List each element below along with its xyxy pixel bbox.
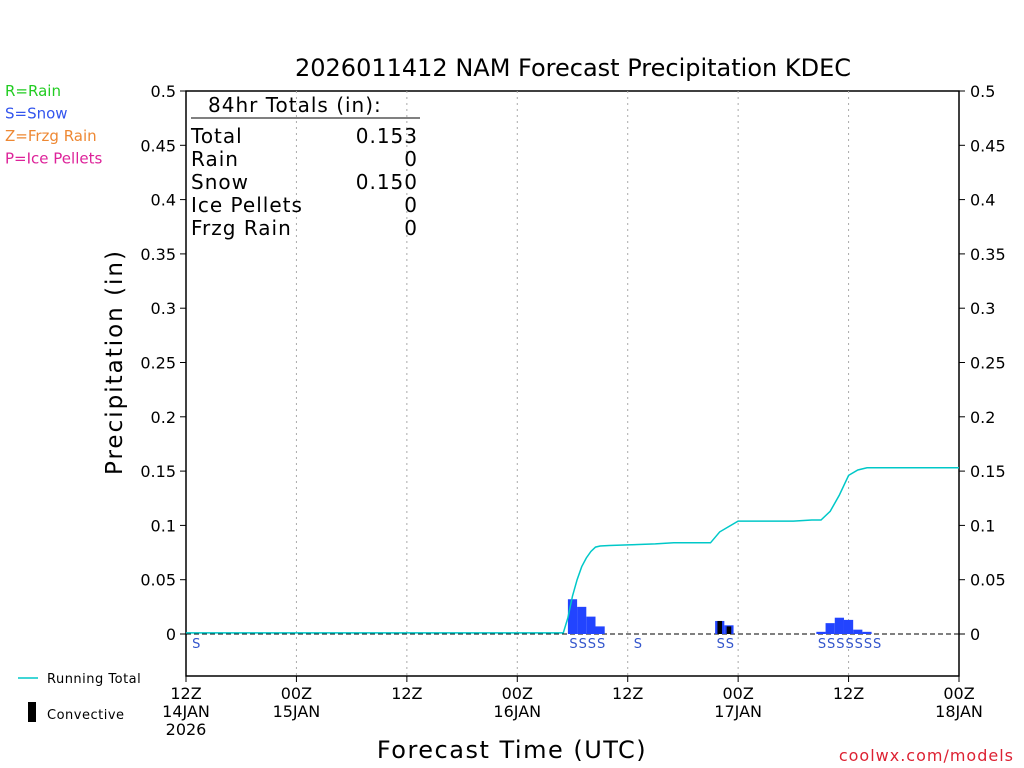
totals-value: 0.153 <box>356 124 418 148</box>
y-tick-label: 0.4 <box>970 191 995 210</box>
convective-bar <box>726 626 732 634</box>
y-tick-label: 0.35 <box>140 245 176 264</box>
right-y-axis: 0 0.05 0.1 0.15 0.2 0.25 0.3 0.35 0.4 0.45 0.5 <box>959 82 1006 644</box>
y-tick-label: 0.4 <box>151 191 176 210</box>
ptype-legend-item: P=Ice Pellets <box>5 150 102 168</box>
totals-label: Total <box>190 124 243 148</box>
left-y-axis: 0 0.05 0.1 0.15 0.2 0.25 0.3 0.35 0.4 0.45 0.5 <box>140 82 186 644</box>
ptype-marker: S <box>597 637 605 652</box>
y-tick-label: 0.45 <box>970 136 1006 155</box>
y-tick-label: 0.15 <box>140 462 176 481</box>
precip-bar <box>567 599 578 634</box>
ptype-marker: S <box>864 637 872 652</box>
y-tick-label: 0.5 <box>970 82 995 101</box>
x-tick-label: 12Z <box>612 684 643 703</box>
ptype-legend-item: R=Rain <box>5 82 61 100</box>
y-axis-label: Precipitation (in) <box>102 249 128 475</box>
totals-label: Ice Pellets <box>191 193 303 217</box>
y-tick-label: 0 <box>166 625 176 644</box>
totals-heading: 84hr Totals (in): <box>208 93 382 117</box>
totals-label: Rain <box>191 147 239 171</box>
x-tick-label: 00Z <box>943 684 974 703</box>
ptype-marker: S <box>634 637 642 652</box>
ptype-marker: S <box>855 637 863 652</box>
x-axis-label: Forecast Time (UTC) <box>377 736 647 764</box>
y-tick-label: 0.05 <box>140 571 176 590</box>
y-tick-label: 0.35 <box>970 245 1006 264</box>
legend-convective-swatch <box>28 702 36 722</box>
convective-bar <box>717 620 723 634</box>
series-legend-label: Convective <box>47 708 125 723</box>
precip-bar <box>862 631 872 634</box>
totals-value: 0 <box>404 216 418 240</box>
precip-bar <box>816 631 826 634</box>
x-tick-label: 16JAN <box>493 702 541 721</box>
precip-bar <box>825 623 835 634</box>
totals-label: Snow <box>191 170 249 194</box>
chart-title: 2026011412 NAM Forecast Precipitation KD… <box>295 54 851 82</box>
y-tick-label: 0.05 <box>970 571 1006 590</box>
ptype-marker: S <box>827 637 835 652</box>
y-tick-label: 0.1 <box>970 516 995 535</box>
y-tick-label: 0.15 <box>970 462 1006 481</box>
ptype-marker: S <box>192 637 200 652</box>
y-tick-label: 0.3 <box>970 299 995 318</box>
series-legend: Running Total Convective <box>18 672 141 723</box>
ptype-legend-item: Z=Frzg Rain <box>5 127 97 145</box>
y-tick-label: 0.3 <box>151 299 176 318</box>
totals-label: Frzg Rain <box>191 216 292 240</box>
ptype-marker: S <box>717 637 725 652</box>
totals-value: 0.150 <box>356 170 418 194</box>
x-tick-label: 00Z <box>722 684 753 703</box>
x-tick-label: 00Z <box>281 684 312 703</box>
y-tick-label: 0.45 <box>140 136 176 155</box>
y-tick-label: 0.1 <box>151 516 176 535</box>
convective-bars <box>717 620 732 634</box>
y-tick-label: 0.2 <box>151 408 176 427</box>
y-tick-label: 0.5 <box>151 82 176 101</box>
ptype-marker: S <box>845 637 853 652</box>
ptype-marker: S <box>588 637 596 652</box>
x-tick-label: 17JAN <box>714 702 762 721</box>
ptype-marker: S <box>873 637 881 652</box>
x-tick-label: 2026 <box>166 720 207 739</box>
grid-lines <box>295 91 850 676</box>
y-tick-label: 0.2 <box>970 408 995 427</box>
plot-frame <box>185 90 960 677</box>
totals-box: 84hr Totals (in): Total 0.153 Rain 0 Snow 0.1… <box>190 93 420 240</box>
ptype-marker: S <box>836 637 844 652</box>
credit-text[interactable]: coolwx.com/models <box>839 746 1014 765</box>
precip-bar <box>595 626 605 634</box>
ptype-marker: S <box>569 637 577 652</box>
totals-value: 0 <box>404 147 418 171</box>
x-tick-label: 15JAN <box>273 702 321 721</box>
y-tick-label: 0 <box>970 625 980 644</box>
x-tick-label: 00Z <box>502 684 533 703</box>
ptype-marker: S <box>726 637 734 652</box>
ptype-marker: S <box>579 637 587 652</box>
x-tick-label: 12Z <box>391 684 422 703</box>
series-legend-label: Running Total <box>47 672 141 687</box>
x-tick-label: 12Z <box>833 684 864 703</box>
x-tick-label: 18JAN <box>935 702 983 721</box>
ptype-legend-item: S=Snow <box>5 105 68 123</box>
precip-bar <box>586 616 596 634</box>
running-total-line <box>186 467 959 634</box>
ptype-legend: R=Rain S=Snow Z=Frzg Rain P=Ice Pellets <box>5 82 102 168</box>
y-tick-label: 0.25 <box>140 354 176 373</box>
x-tick-label: 14JAN <box>162 702 210 721</box>
precip-bar <box>834 617 844 634</box>
x-tick-label: 12Z <box>170 684 201 703</box>
precip-bar <box>577 606 587 634</box>
precip-bar <box>843 619 854 634</box>
totals-value: 0 <box>404 193 418 217</box>
ptype-marker: S <box>818 637 826 652</box>
y-tick-label: 0.25 <box>970 354 1006 373</box>
precip-bar <box>853 629 863 634</box>
